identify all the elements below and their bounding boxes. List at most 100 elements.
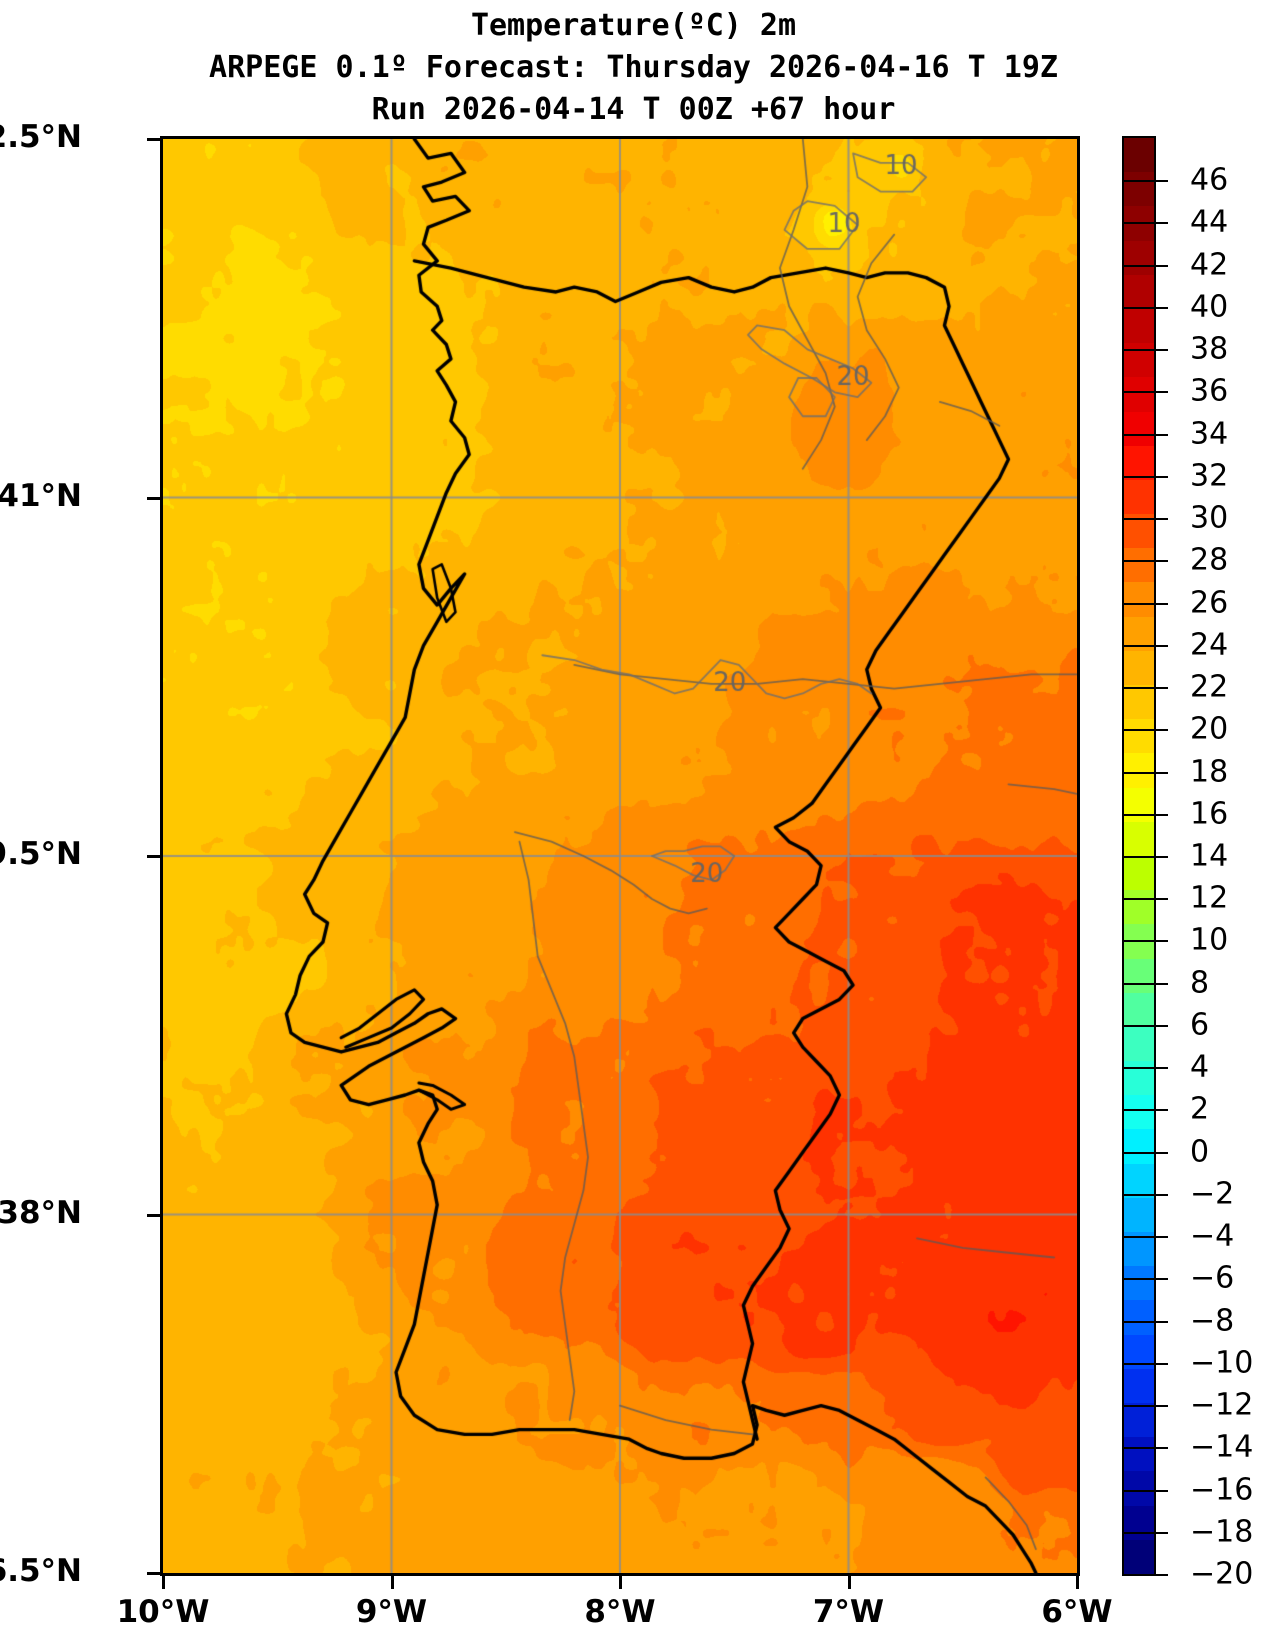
colorbar-tick-label: 8 <box>1190 965 1210 1001</box>
colorbar-segment <box>1124 650 1154 685</box>
x-axis-label: 8°W <box>584 1594 656 1630</box>
map-plot-area <box>160 136 1080 1576</box>
y-axis-label: 36.5°N <box>0 1553 82 1589</box>
colorbar-tick <box>1122 433 1168 436</box>
y-axis-tick <box>147 138 160 141</box>
colorbar-segment <box>1124 1197 1154 1232</box>
colorbar-tick <box>1122 1236 1168 1239</box>
colorbar-segment <box>1124 719 1154 754</box>
colorbar-segment <box>1124 445 1154 480</box>
colorbar-tick <box>1122 222 1168 225</box>
colorbar-tick-label: −8 <box>1190 1303 1235 1339</box>
colorbar-segment <box>1124 479 1154 515</box>
colorbar-tick <box>1122 982 1168 985</box>
colorbar-tick-label: 14 <box>1190 838 1229 874</box>
y-axis-tick <box>147 1572 160 1575</box>
colorbar-tick <box>1122 391 1168 394</box>
x-axis-tick <box>390 1576 394 1589</box>
colorbar-segment <box>1124 274 1154 309</box>
colorbar-tick <box>1122 518 1168 521</box>
colorbar-tick <box>1122 602 1168 605</box>
colorbar-tick <box>1122 1024 1168 1027</box>
x-axis-label: 7°W <box>812 1594 885 1630</box>
colorbar-tick <box>1122 560 1168 563</box>
page-title: Temperature(ºC) 2m <box>470 8 797 43</box>
colorbar-tick-label: 46 <box>1190 162 1229 198</box>
colorbar-segment <box>1124 172 1154 207</box>
colorbar-segment <box>1124 1471 1154 1506</box>
colorbar-segment <box>1124 855 1154 891</box>
x-axis-tick <box>619 1576 622 1589</box>
colorbar-tick <box>1122 1447 1168 1450</box>
colorbar-tick <box>1122 729 1168 732</box>
colorbar-tick <box>1122 306 1168 309</box>
colorbar-segment <box>1124 377 1154 412</box>
y-axis-tick <box>147 1213 160 1217</box>
colorbar-segment <box>1124 992 1154 1027</box>
colorbar-tick-label: 20 <box>1190 711 1229 747</box>
colorbar-tick-label: 26 <box>1190 585 1229 621</box>
colorbar-tick-label: 36 <box>1190 373 1229 409</box>
colorbar-segment <box>1124 890 1154 925</box>
colorbar-segment <box>1124 1129 1154 1164</box>
colorbar-tick <box>1122 264 1168 267</box>
colorbar-segment <box>1124 343 1154 378</box>
colorbar-segment <box>1124 1300 1154 1335</box>
colorbar-tick <box>1122 940 1168 943</box>
colorbar-tick-label: −2 <box>1190 1176 1235 1212</box>
colorbar-tick <box>1122 1405 1168 1408</box>
colorbar <box>1122 136 1156 1576</box>
colorbar-tick-label: −14 <box>1190 1429 1254 1465</box>
colorbar-segment <box>1124 821 1154 856</box>
colorbar-tick <box>1122 1531 1168 1534</box>
colorbar-tick <box>1122 813 1168 816</box>
y-axis-tick <box>147 855 160 858</box>
colorbar-segment <box>1124 1539 1154 1574</box>
run-subtitle: Run 2026-04-14 T 00Z +67 hour <box>371 92 896 127</box>
colorbar-tick-label: −16 <box>1190 1472 1254 1508</box>
y-axis-tick <box>147 496 160 500</box>
colorbar-tick-label: 38 <box>1190 331 1229 367</box>
colorbar-tick-label: 16 <box>1190 796 1229 832</box>
colorbar-tick-label: 6 <box>1190 1007 1210 1043</box>
y-axis-label: 41°N <box>0 477 82 514</box>
colorbar-tick <box>1122 1193 1168 1196</box>
colorbar-tick <box>1122 1320 1168 1323</box>
x-axis-label: 10°W <box>116 1594 210 1630</box>
colorbar-segment <box>1124 1095 1154 1130</box>
colorbar-tick-label: 0 <box>1190 1134 1210 1170</box>
colorbar-segment <box>1124 411 1154 446</box>
colorbar-segment <box>1124 1402 1154 1438</box>
colorbar-segment <box>1124 958 1154 993</box>
colorbar-tick <box>1122 856 1168 858</box>
colorbar-segment <box>1124 1026 1154 1062</box>
colorbar-tick <box>1122 180 1168 183</box>
colorbar-tick-label: 12 <box>1190 880 1229 916</box>
colorbar-tick-label: 34 <box>1190 416 1229 452</box>
colorbar-tick <box>1122 349 1168 352</box>
colorbar-tick <box>1122 898 1168 901</box>
x-axis-label: 9°W <box>355 1594 428 1630</box>
colorbar-tick-label: 40 <box>1190 289 1229 325</box>
colorbar-tick-label: 42 <box>1190 247 1229 283</box>
colorbar-tick <box>1122 1067 1168 1070</box>
y-axis-label: 38°N <box>0 1194 82 1231</box>
colorbar-tick <box>1122 475 1168 478</box>
colorbar-tick <box>1122 1151 1168 1154</box>
colorbar-segment <box>1124 1505 1154 1540</box>
colorbar-tick-label: −18 <box>1190 1514 1254 1550</box>
colorbar-tick <box>1122 1109 1168 1112</box>
colorbar-segment <box>1124 787 1154 822</box>
colorbar-segment <box>1124 240 1154 275</box>
colorbar-tick <box>1122 1489 1168 1492</box>
temperature-field-canvas <box>163 139 1077 1573</box>
colorbar-segment <box>1124 1061 1154 1096</box>
y-axis-label: 39.5°N <box>0 836 82 872</box>
x-axis-tick <box>847 1576 851 1589</box>
colorbar-tick-label: −10 <box>1190 1345 1254 1381</box>
y-axis-label: 42.5°N <box>0 119 82 155</box>
colorbar-segment <box>1124 582 1154 617</box>
forecast-subtitle: ARPEGE 0.1º Forecast: Thursday 2026-04-1… <box>209 50 1058 85</box>
colorbar-segment <box>1124 753 1154 788</box>
colorbar-tick-label: −4 <box>1190 1218 1235 1254</box>
